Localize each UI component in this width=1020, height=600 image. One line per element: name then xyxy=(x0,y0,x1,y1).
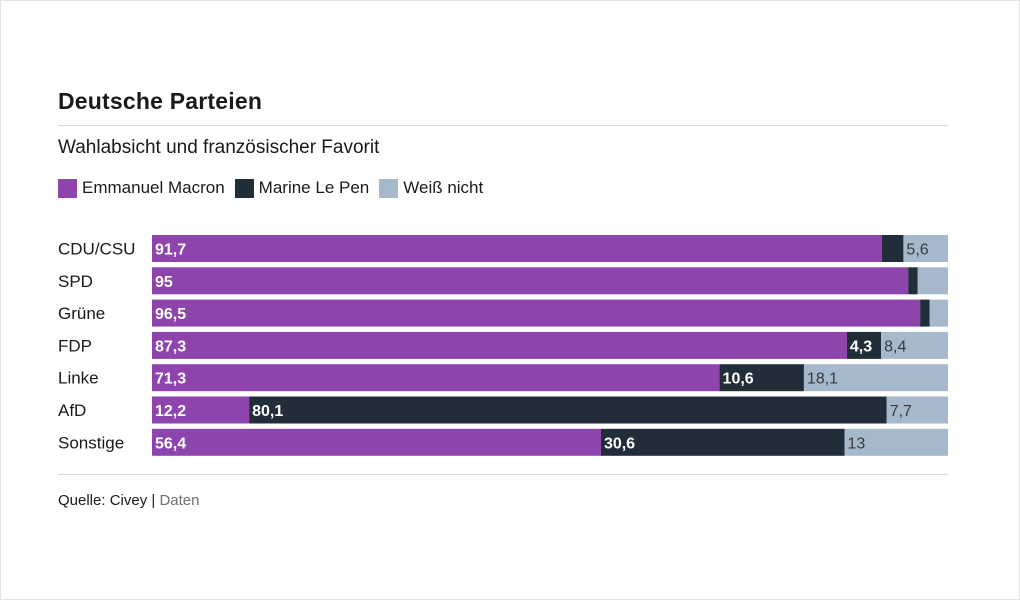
value-label-marine-le-pen-afd: 80,1 xyxy=(252,403,283,420)
bar-marine-le-pen-spd xyxy=(908,267,918,295)
category-label-cdu-csu: CDU/CSU xyxy=(58,240,135,259)
bar-marine-le-pen-afd xyxy=(249,396,887,424)
value-label-emmanuel-macron-afd: 12,2 xyxy=(155,403,186,420)
bar-weiss-nicht-gruene xyxy=(929,299,948,327)
chart-legend: Emmanuel Macron Marine Le Pen Weiß nicht xyxy=(58,176,493,200)
legend-swatch-macron xyxy=(58,178,77,198)
value-label-marine-le-pen-fdp: 4,3 xyxy=(850,338,872,355)
legend-swatch-le-pen xyxy=(234,178,254,198)
value-label-marine-le-pen-linke: 10,6 xyxy=(723,371,754,388)
bar-marine-le-pen-linke xyxy=(719,364,804,392)
bar-emmanuel-macron-fdp xyxy=(152,331,847,359)
bar-weiss-nicht-spd xyxy=(917,267,948,295)
value-label-emmanuel-macron-spd: 95 xyxy=(155,274,173,291)
bar-emmanuel-macron-afd xyxy=(152,396,250,424)
value-label-emmanuel-macron-linke: 71,3 xyxy=(155,371,186,388)
legend-item-le-pen: Marine Le Pen xyxy=(234,178,370,198)
value-label-emmanuel-macron-fdp: 87,3 xyxy=(155,338,186,355)
value-label-emmanuel-macron-gruene: 96,5 xyxy=(155,306,186,323)
bar-marine-le-pen-sonstige xyxy=(600,428,845,456)
bar-emmanuel-macron-gruene xyxy=(152,299,921,327)
data-link[interactable]: Daten xyxy=(159,492,200,509)
category-label-gruene: Grüne xyxy=(58,304,105,323)
legend-swatch-weiss-nicht xyxy=(379,178,399,198)
category-label-linke: Linke xyxy=(58,369,99,388)
value-label-emmanuel-macron-sonstige: 56,4 xyxy=(155,435,186,452)
value-label-marine-le-pen-sonstige: 30,6 xyxy=(604,435,635,452)
category-label-spd: SPD xyxy=(58,272,93,291)
legend-label-weiss-nicht: Weiß nicht xyxy=(403,178,484,197)
legend-label-le-pen: Marine Le Pen xyxy=(258,178,370,197)
chart-subtitle: Wahlabsicht und französischer Favorit xyxy=(58,137,380,158)
bar-marine-le-pen-cdu-csu xyxy=(881,235,904,262)
category-label-sonstige: Sonstige xyxy=(58,433,124,452)
source-text: Quelle: Civey | xyxy=(58,492,156,509)
value-label-emmanuel-macron-cdu-csu: 91,7 xyxy=(155,242,186,259)
value-label-weiss-nicht-fdp: 8,4 xyxy=(884,338,906,355)
bar-weiss-nicht-afd xyxy=(886,396,948,424)
category-label-fdp: FDP xyxy=(58,336,92,355)
legend-label-macron: Emmanuel Macron xyxy=(82,178,225,197)
bar-emmanuel-macron-cdu-csu xyxy=(152,235,882,262)
bar-weiss-nicht-sonstige xyxy=(844,428,948,456)
title-divider xyxy=(58,125,948,126)
value-label-weiss-nicht-cdu-csu: 5,6 xyxy=(906,242,928,259)
source-note: Quelle: Civey | Daten xyxy=(58,492,199,509)
bar-emmanuel-macron-sonstige xyxy=(152,428,601,456)
bar-weiss-nicht-linke xyxy=(803,364,948,392)
bar-weiss-nicht-fdp xyxy=(881,331,948,359)
legend-item-macron: Emmanuel Macron xyxy=(58,178,225,198)
value-label-weiss-nicht-afd: 7,7 xyxy=(890,403,912,420)
legend-item-weiss-nicht: Weiß nicht xyxy=(379,178,483,198)
bar-emmanuel-macron-spd xyxy=(152,267,909,295)
bar-emmanuel-macron-linke xyxy=(152,364,720,392)
value-label-weiss-nicht-sonstige: 13 xyxy=(848,435,866,452)
category-label-afd: AfD xyxy=(58,401,86,420)
footer-divider xyxy=(58,474,948,475)
bar-marine-le-pen-gruene xyxy=(920,299,930,327)
value-label-weiss-nicht-linke: 18,1 xyxy=(807,371,838,388)
chart-title: Deutsche Parteien xyxy=(58,88,263,114)
bar-weiss-nicht-cdu-csu xyxy=(903,235,948,262)
bar-marine-le-pen-fdp xyxy=(846,331,882,359)
